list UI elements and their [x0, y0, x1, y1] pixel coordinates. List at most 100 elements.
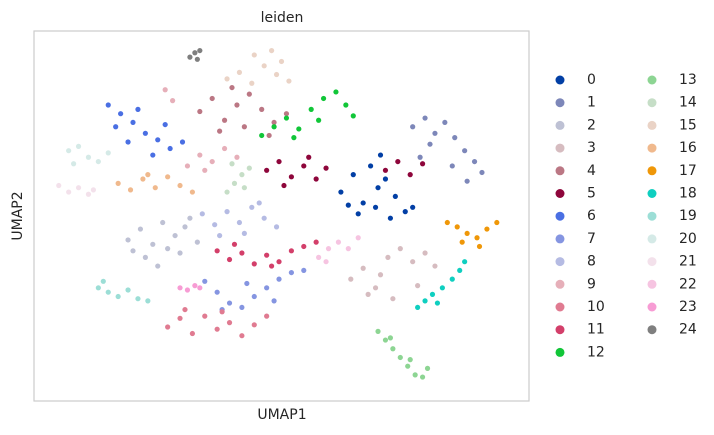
point — [269, 263, 275, 269]
point — [419, 374, 426, 380]
point — [130, 119, 136, 126]
point — [444, 219, 450, 226]
point — [360, 200, 366, 206]
point — [137, 226, 144, 232]
point — [407, 357, 413, 363]
point — [155, 137, 161, 143]
point — [145, 172, 151, 178]
point — [316, 117, 322, 123]
point — [432, 130, 438, 136]
point — [150, 152, 156, 158]
point — [66, 148, 72, 154]
point — [439, 285, 445, 291]
point — [415, 304, 421, 311]
point — [239, 304, 245, 311]
point — [182, 224, 188, 230]
point — [474, 235, 480, 241]
point — [115, 293, 121, 300]
point — [288, 248, 294, 254]
point — [484, 226, 490, 232]
point — [412, 372, 418, 378]
point — [424, 365, 431, 371]
point — [459, 239, 465, 245]
point — [150, 241, 156, 247]
point — [236, 69, 243, 75]
point — [226, 320, 233, 326]
point — [385, 254, 391, 260]
point — [187, 215, 193, 221]
point — [142, 130, 148, 136]
point — [405, 363, 411, 369]
point — [189, 330, 195, 337]
legend-swatch — [647, 120, 657, 130]
point — [375, 185, 381, 191]
legend-swatch — [555, 234, 565, 244]
point — [271, 124, 277, 130]
point — [226, 256, 233, 263]
point — [221, 145, 228, 152]
legend-label: 13 — [679, 72, 697, 88]
point — [333, 89, 339, 95]
point — [127, 187, 134, 193]
y-axis-label: UMAP2 — [10, 191, 26, 240]
point — [365, 291, 371, 297]
point — [392, 193, 398, 200]
point — [449, 163, 455, 169]
point — [462, 148, 468, 154]
point — [323, 259, 329, 265]
legend-swatch — [647, 98, 657, 108]
point — [182, 306, 188, 313]
point — [355, 211, 361, 217]
point — [276, 259, 282, 265]
point — [241, 185, 247, 191]
point — [224, 209, 230, 215]
point — [390, 346, 396, 352]
point — [457, 267, 463, 274]
point — [239, 250, 245, 256]
point — [338, 189, 344, 195]
point — [291, 135, 297, 141]
point — [234, 154, 240, 160]
point — [259, 106, 265, 112]
legend-label: 10 — [587, 299, 605, 315]
point — [261, 215, 267, 221]
point — [249, 204, 255, 210]
point — [387, 215, 393, 221]
point — [95, 158, 101, 165]
point — [145, 298, 151, 304]
point — [177, 285, 183, 291]
point — [288, 269, 294, 276]
point — [427, 141, 433, 147]
point — [273, 224, 280, 230]
point — [288, 174, 294, 180]
legend-label: 2 — [587, 117, 596, 133]
legend-label: 18 — [679, 186, 697, 202]
point — [177, 250, 183, 256]
legend-swatch — [555, 302, 565, 312]
point — [283, 115, 290, 121]
legend-label: 3 — [587, 140, 596, 156]
point — [214, 248, 220, 254]
point — [219, 309, 225, 315]
point — [479, 169, 485, 176]
point — [113, 124, 119, 130]
point — [377, 272, 384, 278]
point — [432, 263, 438, 269]
legend-swatch — [647, 234, 657, 244]
legend-label: 15 — [679, 117, 697, 133]
point — [350, 172, 356, 178]
point — [266, 132, 272, 139]
legend-swatch — [647, 257, 657, 267]
point — [325, 246, 332, 252]
point — [125, 287, 131, 293]
point — [345, 202, 351, 208]
legend-label: 19 — [679, 208, 697, 224]
point — [66, 189, 72, 195]
point — [301, 267, 307, 274]
point — [251, 52, 257, 58]
point — [90, 187, 96, 193]
point — [239, 333, 245, 339]
point — [454, 224, 460, 230]
legend-swatch — [555, 98, 565, 108]
point — [419, 161, 426, 167]
